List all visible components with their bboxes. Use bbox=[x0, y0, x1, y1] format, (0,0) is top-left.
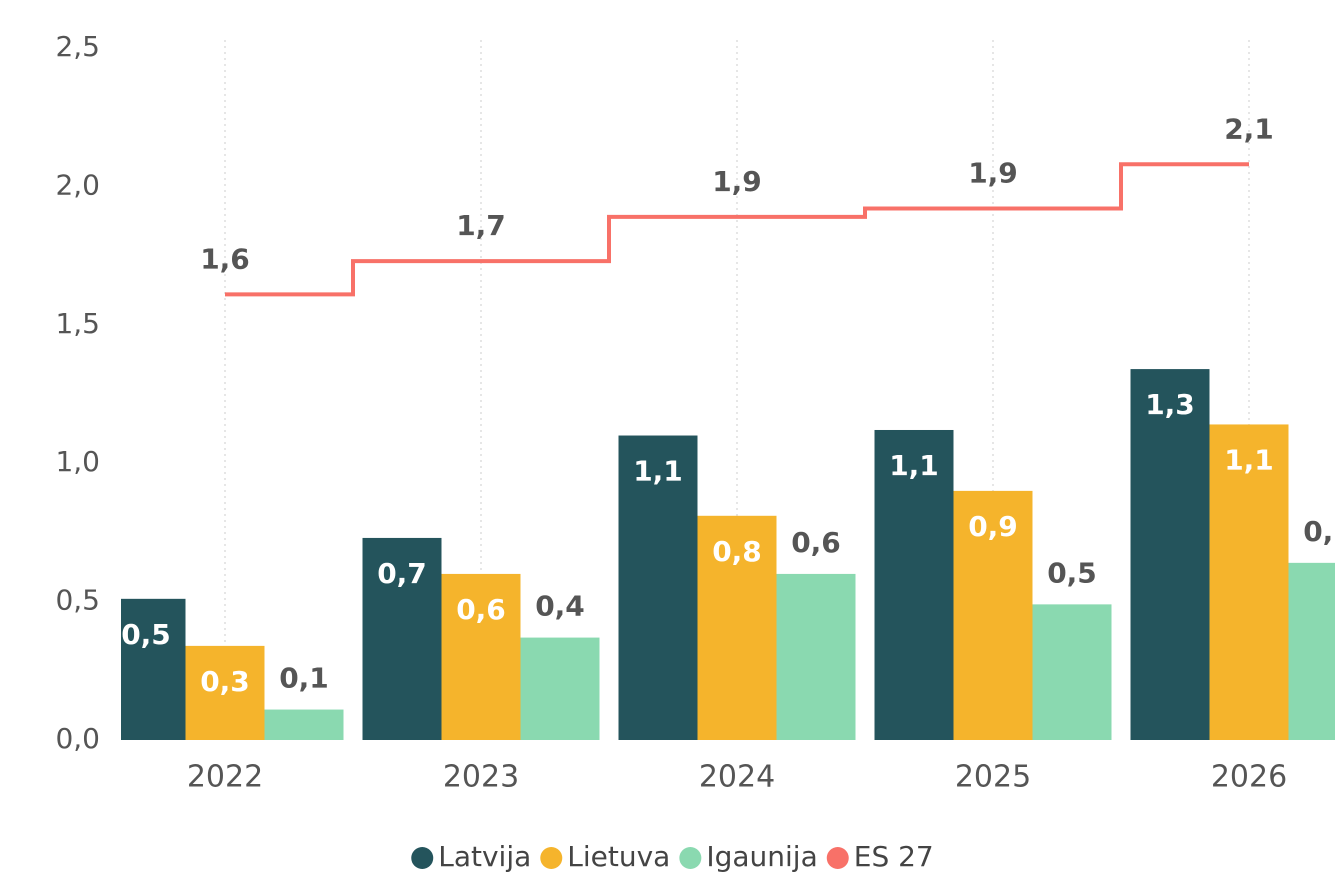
data-label: 0,9 bbox=[968, 510, 1018, 543]
legend-label: ES 27 bbox=[854, 840, 934, 873]
y-tick-label: 2,5 bbox=[55, 30, 100, 63]
bar bbox=[362, 537, 442, 740]
x-tick-label: 2024 bbox=[699, 760, 775, 795]
bar bbox=[953, 490, 1033, 740]
legend-marker bbox=[540, 847, 563, 869]
bar bbox=[520, 637, 600, 740]
x-tick-label: 2026 bbox=[1211, 760, 1287, 795]
data-label: 0,6 bbox=[456, 593, 506, 626]
legend-marker bbox=[679, 847, 702, 869]
x-tick-label: 2022 bbox=[187, 760, 263, 795]
x-tick-label: 2023 bbox=[443, 760, 519, 795]
data-label: 0,7 bbox=[377, 557, 427, 590]
data-label: 0,5 bbox=[121, 618, 171, 651]
y-tick-label: 1,0 bbox=[55, 445, 100, 478]
overlay: 0,0 0,5 1,0 1,5 2,0 2,5 2022 2023 2024 2025 2026 0,… bbox=[55, 30, 1335, 873]
step-line bbox=[225, 162, 1249, 297]
legend-item: Igaunija bbox=[679, 840, 818, 873]
bar bbox=[264, 709, 344, 740]
bar bbox=[776, 573, 856, 740]
y-tick-label: 0,0 bbox=[55, 722, 100, 755]
data-label: 1,1 bbox=[889, 449, 939, 482]
legend-marker bbox=[411, 847, 434, 869]
legend-item: Lietuva bbox=[540, 840, 670, 873]
bar bbox=[441, 573, 521, 740]
bar bbox=[1209, 424, 1289, 740]
bar bbox=[618, 435, 698, 740]
bar bbox=[697, 515, 777, 740]
bar bbox=[1130, 369, 1210, 740]
data-label: 1,3 bbox=[1145, 388, 1195, 421]
data-label: 1,1 bbox=[1224, 443, 1274, 476]
data-label: 0,1 bbox=[279, 662, 329, 695]
bar bbox=[121, 598, 186, 740]
legend-label: Latvija bbox=[438, 840, 531, 873]
data-label: 0,4 bbox=[535, 590, 585, 623]
data-label: 1,9 bbox=[712, 165, 762, 198]
data-label: 1,1 bbox=[633, 455, 683, 488]
legend-marker bbox=[826, 847, 849, 869]
data-label: 0,8 bbox=[712, 535, 762, 568]
legend-item: Latvija bbox=[411, 840, 531, 873]
bar bbox=[1288, 562, 1335, 740]
bar bbox=[874, 429, 954, 740]
legend-item: ES 27 bbox=[826, 840, 934, 873]
bar bbox=[1032, 604, 1112, 740]
legend-label: Igaunija bbox=[706, 840, 817, 873]
y-tick-label: 0,5 bbox=[55, 584, 100, 617]
bars bbox=[121, 369, 1335, 740]
x-tick-label: 2025 bbox=[955, 760, 1031, 795]
data-label: 1,6 bbox=[200, 242, 250, 275]
data-label: 0,3 bbox=[200, 665, 250, 698]
data-label: 0,5 bbox=[1047, 556, 1097, 589]
y-tick-label: 1,5 bbox=[55, 307, 100, 340]
data-label: 0,6 bbox=[1303, 515, 1335, 548]
legend-label: Lietuva bbox=[567, 840, 670, 873]
data-label: 2,1 bbox=[1224, 112, 1274, 145]
bar bbox=[185, 645, 265, 740]
y-tick-label: 2,0 bbox=[55, 168, 100, 201]
data-label: 1,7 bbox=[456, 209, 506, 242]
data-label: 1,9 bbox=[968, 157, 1018, 190]
data-label: 0,6 bbox=[791, 526, 841, 559]
